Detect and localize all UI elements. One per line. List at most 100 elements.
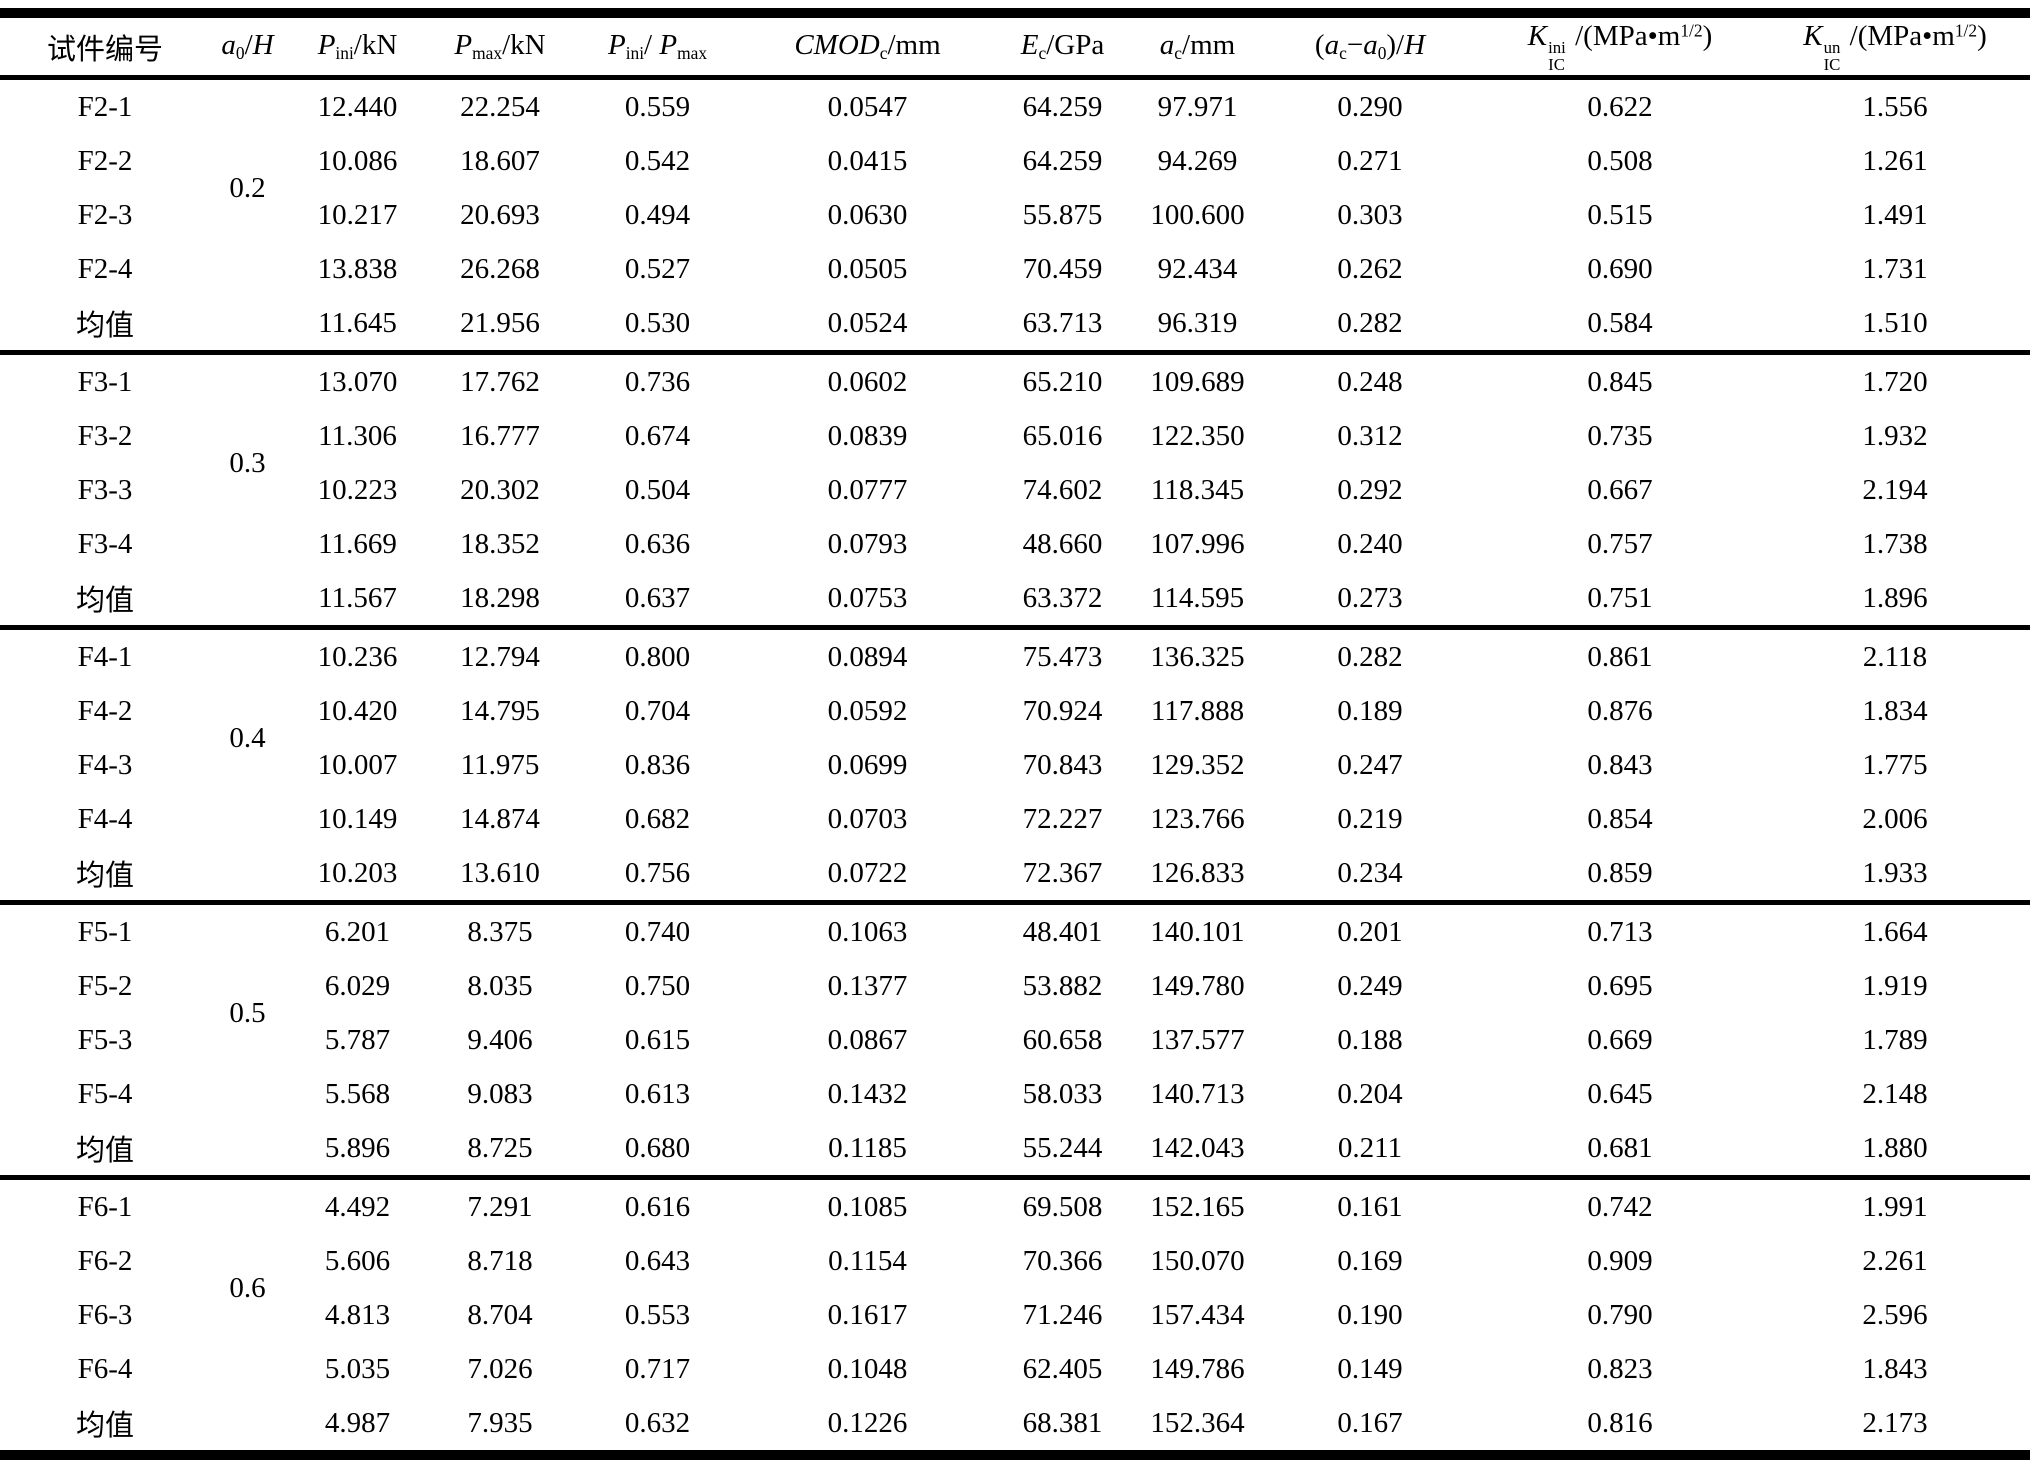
value-cell-P_max_kN: 13.610 — [430, 846, 570, 905]
specimen-row: F3-3 10.223 20.302 0.504 0.0777 74.602 118.345… — [0, 463, 2030, 517]
value-cell-Ec_GPa: 63.372 — [990, 571, 1135, 630]
col-header-Pini_over_Pmax: Pini/ Pmax — [570, 13, 745, 80]
value-cell-Ec_GPa: 70.924 — [1022, 694, 1103, 727]
a0-over-H-empty-cell — [210, 571, 285, 630]
value-cell-Pini_over_Pmax: 0.542 — [624, 144, 691, 177]
specimen-row: F4-4 10.149 14.874 0.682 0.0703 72.227 123.766… — [0, 792, 2030, 846]
col-header-Ec_GPa: Ec/GPa — [990, 13, 1135, 80]
value-cell-P_max_kN: 17.762 — [460, 365, 540, 398]
specimen-id-cell: F2-4 — [77, 252, 133, 285]
col-header-P_max_kN: Pmax/kN — [430, 13, 570, 80]
col-header-specimen: 试件编号 — [0, 13, 210, 80]
value-cell-ac_mm: 149.786 — [1150, 1352, 1245, 1385]
value-cell-P_max_kN: 12.794 — [460, 640, 540, 673]
value-cell-ac_minus_a0_over_H: 0.271 — [1337, 144, 1403, 177]
specimen-id-cell: F4-3 — [77, 748, 133, 781]
value-cell-ac_mm: 150.070 — [1150, 1244, 1245, 1277]
value-cell-Pini_over_Pmax: 0.613 — [624, 1077, 691, 1110]
value-cell-KIC_ini: 0.690 — [1587, 252, 1653, 285]
specimen-row: F5-4 5.568 9.083 0.613 0.1432 58.033 140.713 0.… — [0, 1067, 2030, 1121]
value-cell-P_ini_kN: 13.838 — [317, 252, 398, 285]
specimen-id-cell: F3-3 — [77, 473, 133, 506]
value-cell-P_ini_kN: 12.440 — [317, 90, 398, 123]
value-cell-Pini_over_Pmax: 0.616 — [624, 1190, 691, 1223]
specimen-id-cell: F6-3 — [77, 1298, 133, 1331]
value-cell-ac_minus_a0_over_H: 0.211 — [1260, 1121, 1480, 1180]
value-cell-P_max_kN: 20.693 — [460, 198, 540, 231]
specimen-row: F6-4 5.035 7.026 0.717 0.1048 62.405 149.786 0.… — [0, 1342, 2030, 1396]
value-cell-KIC_ini: 0.790 — [1587, 1298, 1653, 1331]
specimen-id-cell: F6-2 — [77, 1244, 133, 1277]
value-cell-ac_minus_a0_over_H: 0.282 — [1337, 640, 1403, 673]
value-cell-CMODc_mm: 0.0793 — [827, 527, 908, 560]
col-header-CMODc_mm: CMODc/mm — [745, 13, 990, 80]
value-cell-KIC_ini: 0.751 — [1480, 571, 1760, 630]
value-cell-KIC_un: 1.731 — [1862, 252, 1928, 285]
value-cell-KIC_un: 2.261 — [1862, 1244, 1928, 1277]
value-cell-CMODc_mm: 0.0703 — [827, 802, 908, 835]
value-cell-ac_mm: 94.269 — [1157, 144, 1238, 177]
value-cell-P_ini_kN: 10.203 — [285, 846, 430, 905]
value-cell-KIC_ini: 0.584 — [1480, 296, 1760, 355]
value-cell-P_max_kN: 9.406 — [467, 1023, 533, 1056]
mean-label-cell: 均值 — [0, 1396, 210, 1458]
value-cell-Pini_over_Pmax: 0.559 — [624, 90, 691, 123]
value-cell-KIC_un: 1.991 — [1862, 1190, 1928, 1223]
value-cell-Ec_GPa: 62.405 — [1022, 1352, 1103, 1385]
value-cell-Ec_GPa: 71.246 — [1022, 1298, 1103, 1331]
value-cell-KIC_ini: 0.816 — [1480, 1396, 1760, 1458]
value-cell-KIC_ini: 0.845 — [1587, 365, 1653, 398]
value-cell-ac_minus_a0_over_H: 0.169 — [1337, 1244, 1403, 1277]
specimen-id-cell: F4-1 — [77, 640, 133, 673]
value-cell-KIC_ini: 0.695 — [1587, 969, 1653, 1002]
value-cell-P_max_kN: 18.298 — [430, 571, 570, 630]
specimen-row: F5-3 5.787 9.406 0.615 0.0867 60.658 137.577 0.… — [0, 1013, 2030, 1067]
value-cell-CMODc_mm: 0.1063 — [827, 915, 908, 948]
value-cell-CMODc_mm: 0.1377 — [827, 969, 908, 1002]
specimen-row: F3-2 11.306 16.777 0.674 0.0839 65.016 122.350… — [0, 409, 2030, 463]
value-cell-P_ini_kN: 4.987 — [285, 1396, 430, 1458]
value-cell-ac_minus_a0_over_H: 0.282 — [1260, 296, 1480, 355]
value-cell-Ec_GPa: 72.367 — [990, 846, 1135, 905]
value-cell-CMODc_mm: 0.0630 — [827, 198, 908, 231]
value-cell-ac_minus_a0_over_H: 0.219 — [1337, 802, 1403, 835]
a0-over-H-empty-cell — [210, 846, 285, 905]
value-cell-Ec_GPa: 68.381 — [990, 1396, 1135, 1458]
value-cell-P_max_kN: 18.352 — [460, 527, 540, 560]
value-cell-P_max_kN: 8.725 — [430, 1121, 570, 1180]
value-cell-ac_mm: 129.352 — [1150, 748, 1245, 781]
value-cell-P_ini_kN: 6.201 — [324, 915, 391, 948]
value-cell-CMODc_mm: 0.0602 — [827, 365, 908, 398]
value-cell-CMODc_mm: 0.1154 — [828, 1244, 907, 1277]
specimen-results-table: 试件编号 a0/H Pini/kN Pmax/kN Pini/ Pmax CMODc/mm… — [0, 8, 2030, 1460]
value-cell-P_ini_kN: 5.568 — [324, 1077, 391, 1110]
value-cell-Pini_over_Pmax: 0.800 — [624, 640, 691, 673]
value-cell-KIC_un: 1.775 — [1862, 748, 1928, 781]
value-cell-Pini_over_Pmax: 0.736 — [624, 365, 691, 398]
value-cell-CMODc_mm: 0.1617 — [827, 1298, 908, 1331]
specimen-id-cell: F6-4 — [77, 1352, 133, 1385]
value-cell-Ec_GPa: 69.508 — [1022, 1190, 1103, 1223]
value-cell-ac_minus_a0_over_H: 0.167 — [1260, 1396, 1480, 1458]
value-cell-KIC_ini: 0.515 — [1587, 198, 1653, 231]
value-cell-KIC_ini: 0.859 — [1480, 846, 1760, 905]
value-cell-ac_minus_a0_over_H: 0.290 — [1337, 90, 1403, 123]
value-cell-P_ini_kN: 11.567 — [285, 571, 430, 630]
value-cell-ac_mm: 137.577 — [1150, 1023, 1245, 1056]
specimen-row: F4-1 0.4 10.236 12.794 0.800 0.0894 75.473 136.… — [0, 628, 2030, 754]
value-cell-ac_mm: 142.043 — [1135, 1121, 1260, 1180]
a0-over-H-empty-cell — [210, 296, 285, 355]
specimen-id-cell: F5-1 — [77, 915, 133, 948]
value-cell-Pini_over_Pmax: 0.615 — [624, 1023, 691, 1056]
value-cell-KIC_un: 1.834 — [1862, 694, 1928, 727]
value-cell-Pini_over_Pmax: 0.836 — [624, 748, 691, 781]
value-cell-P_max_kN: 11.975 — [460, 748, 540, 781]
value-cell-CMODc_mm: 0.1185 — [745, 1121, 990, 1180]
value-cell-Pini_over_Pmax: 0.674 — [624, 419, 691, 452]
value-cell-P_ini_kN: 11.645 — [285, 296, 430, 355]
header-superscript: un — [1823, 37, 1841, 57]
specimen-row: F2-2 10.086 18.607 0.542 0.0415 64.259 94.269 0… — [0, 134, 2030, 188]
value-cell-ac_minus_a0_over_H: 0.273 — [1260, 571, 1480, 630]
value-cell-KIC_ini: 0.909 — [1587, 1244, 1653, 1277]
